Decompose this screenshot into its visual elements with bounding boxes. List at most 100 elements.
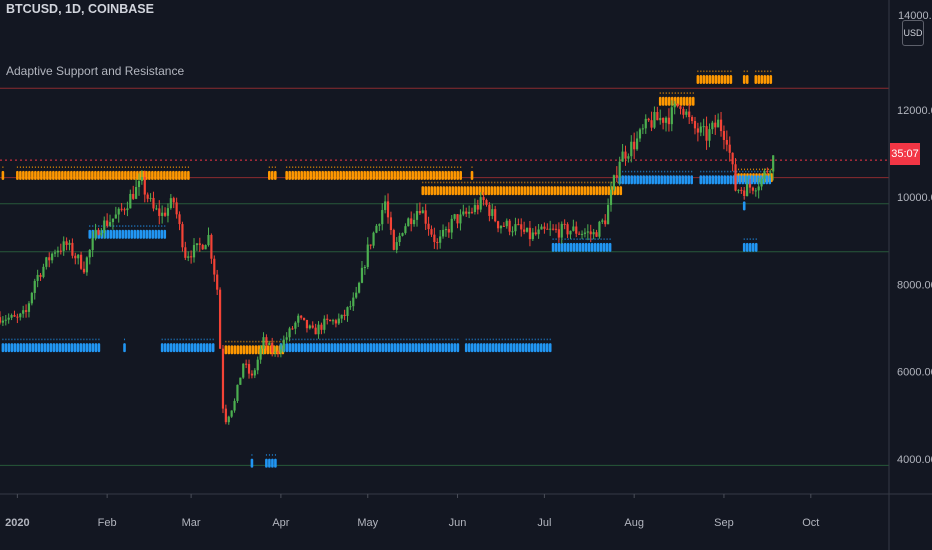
resistance-marker (529, 186, 533, 196)
resistance-marker-tick (471, 166, 473, 168)
support-marker (345, 343, 349, 353)
resistance-marker-tick (385, 166, 387, 168)
candle-up (161, 212, 164, 216)
resistance-marker-tick (424, 166, 426, 168)
resistance-marker-tick (457, 166, 459, 168)
support-marker-tick (754, 170, 756, 173)
candle-up (236, 384, 239, 401)
candle-down (662, 117, 665, 123)
resistance-marker (459, 170, 462, 180)
resistance-marker-tick (228, 340, 230, 343)
support-marker (154, 229, 158, 239)
resistance-marker (345, 170, 348, 180)
candle-down (184, 247, 187, 258)
support-marker-tick (504, 338, 506, 341)
support-marker-tick (185, 338, 187, 341)
resistance-marker-tick (325, 166, 327, 168)
support-marker (31, 343, 35, 353)
candle-down (175, 202, 178, 215)
candle-up (569, 230, 572, 235)
resistance-marker (571, 186, 575, 196)
resistance-marker-tick (518, 181, 520, 184)
resistance-marker-tick (157, 166, 159, 168)
resistance-marker-tick (593, 181, 595, 184)
candle-down (470, 211, 474, 213)
support-marker (572, 242, 576, 252)
resistance-marker (723, 74, 727, 84)
resistance-marker (470, 170, 474, 180)
support-marker-tick (98, 225, 100, 227)
support-marker (7, 343, 11, 353)
candle-down (271, 342, 274, 353)
candle-down (218, 289, 222, 349)
candle-down (152, 197, 155, 209)
candle-up (91, 238, 94, 251)
resistance-marker-tick (145, 166, 147, 168)
candle-down (245, 363, 248, 365)
resistance-marker-tick (542, 181, 544, 184)
candle-down (688, 111, 691, 118)
support-marker-tick (2, 338, 4, 341)
resistance-marker (760, 74, 764, 84)
resistance-marker (538, 186, 542, 196)
support-marker (560, 242, 564, 252)
support-marker (575, 242, 579, 252)
resistance-marker (580, 186, 584, 196)
resistance-marker (420, 170, 423, 180)
support-marker-tick (406, 338, 408, 341)
resistance-marker (553, 186, 557, 196)
candle-down (725, 139, 728, 145)
support-marker-tick (143, 225, 145, 227)
resistance-marker-tick (252, 340, 254, 343)
resistance-marker (393, 170, 396, 180)
indicator-legend[interactable]: Adaptive Support and Resistance (6, 64, 185, 78)
resistance-marker-tick (225, 340, 227, 343)
candle-up (378, 224, 381, 226)
price-axis[interactable]: 14000.00 12000.00 10000.00 8000.00 6000.00 4… (897, 10, 932, 466)
support-marker (142, 229, 146, 239)
support-marker (130, 229, 134, 239)
price-axis-label: 12000.00 (897, 105, 932, 117)
candle-up (155, 208, 158, 210)
resistance-marker-tick (617, 181, 619, 184)
support-marker-tick (576, 238, 578, 240)
support-marker (13, 343, 17, 353)
symbol-title[interactable]: BTCUSD, 1D, COINBASE (6, 2, 154, 16)
resistance-marker-tick (427, 166, 429, 168)
resistance-marker-tick (160, 166, 162, 168)
candle-down (65, 241, 68, 245)
support-marker-tick (661, 170, 663, 173)
support-marker (169, 343, 173, 353)
currency-button[interactable]: USD (902, 20, 924, 46)
resistance-marker-tick (19, 166, 21, 168)
support-marker-group (250, 454, 254, 468)
resistance-marker (236, 345, 240, 355)
candle-down (427, 223, 430, 230)
support-marker (723, 175, 727, 185)
support-marker-tick (421, 338, 423, 341)
support-marker (399, 343, 403, 353)
support-marker (467, 343, 471, 353)
support-marker (485, 343, 489, 353)
time-axis[interactable]: 2020 Feb Mar Apr May Jun Jul Aug Sep Oct (5, 494, 819, 529)
resistance-marker-tick (743, 70, 745, 73)
support-marker-tick (549, 338, 551, 341)
resistance-marker-tick (581, 181, 583, 184)
support-marker (61, 343, 65, 353)
support-marker (473, 343, 477, 353)
support-marker-tick (703, 170, 705, 173)
resistance-marker-tick (430, 166, 432, 168)
resistance-marker-tick (355, 166, 357, 168)
resistance-marker (85, 170, 88, 180)
resistance-marker (424, 186, 428, 196)
candle-up (479, 197, 482, 210)
support-marker-tick (35, 338, 37, 341)
support-marker-tick (640, 170, 642, 173)
candle-down (520, 224, 523, 230)
resistance-marker (178, 170, 181, 180)
support-marker-tick (516, 338, 518, 341)
resistance-marker-tick (545, 181, 547, 184)
support-marker-tick (507, 338, 509, 341)
